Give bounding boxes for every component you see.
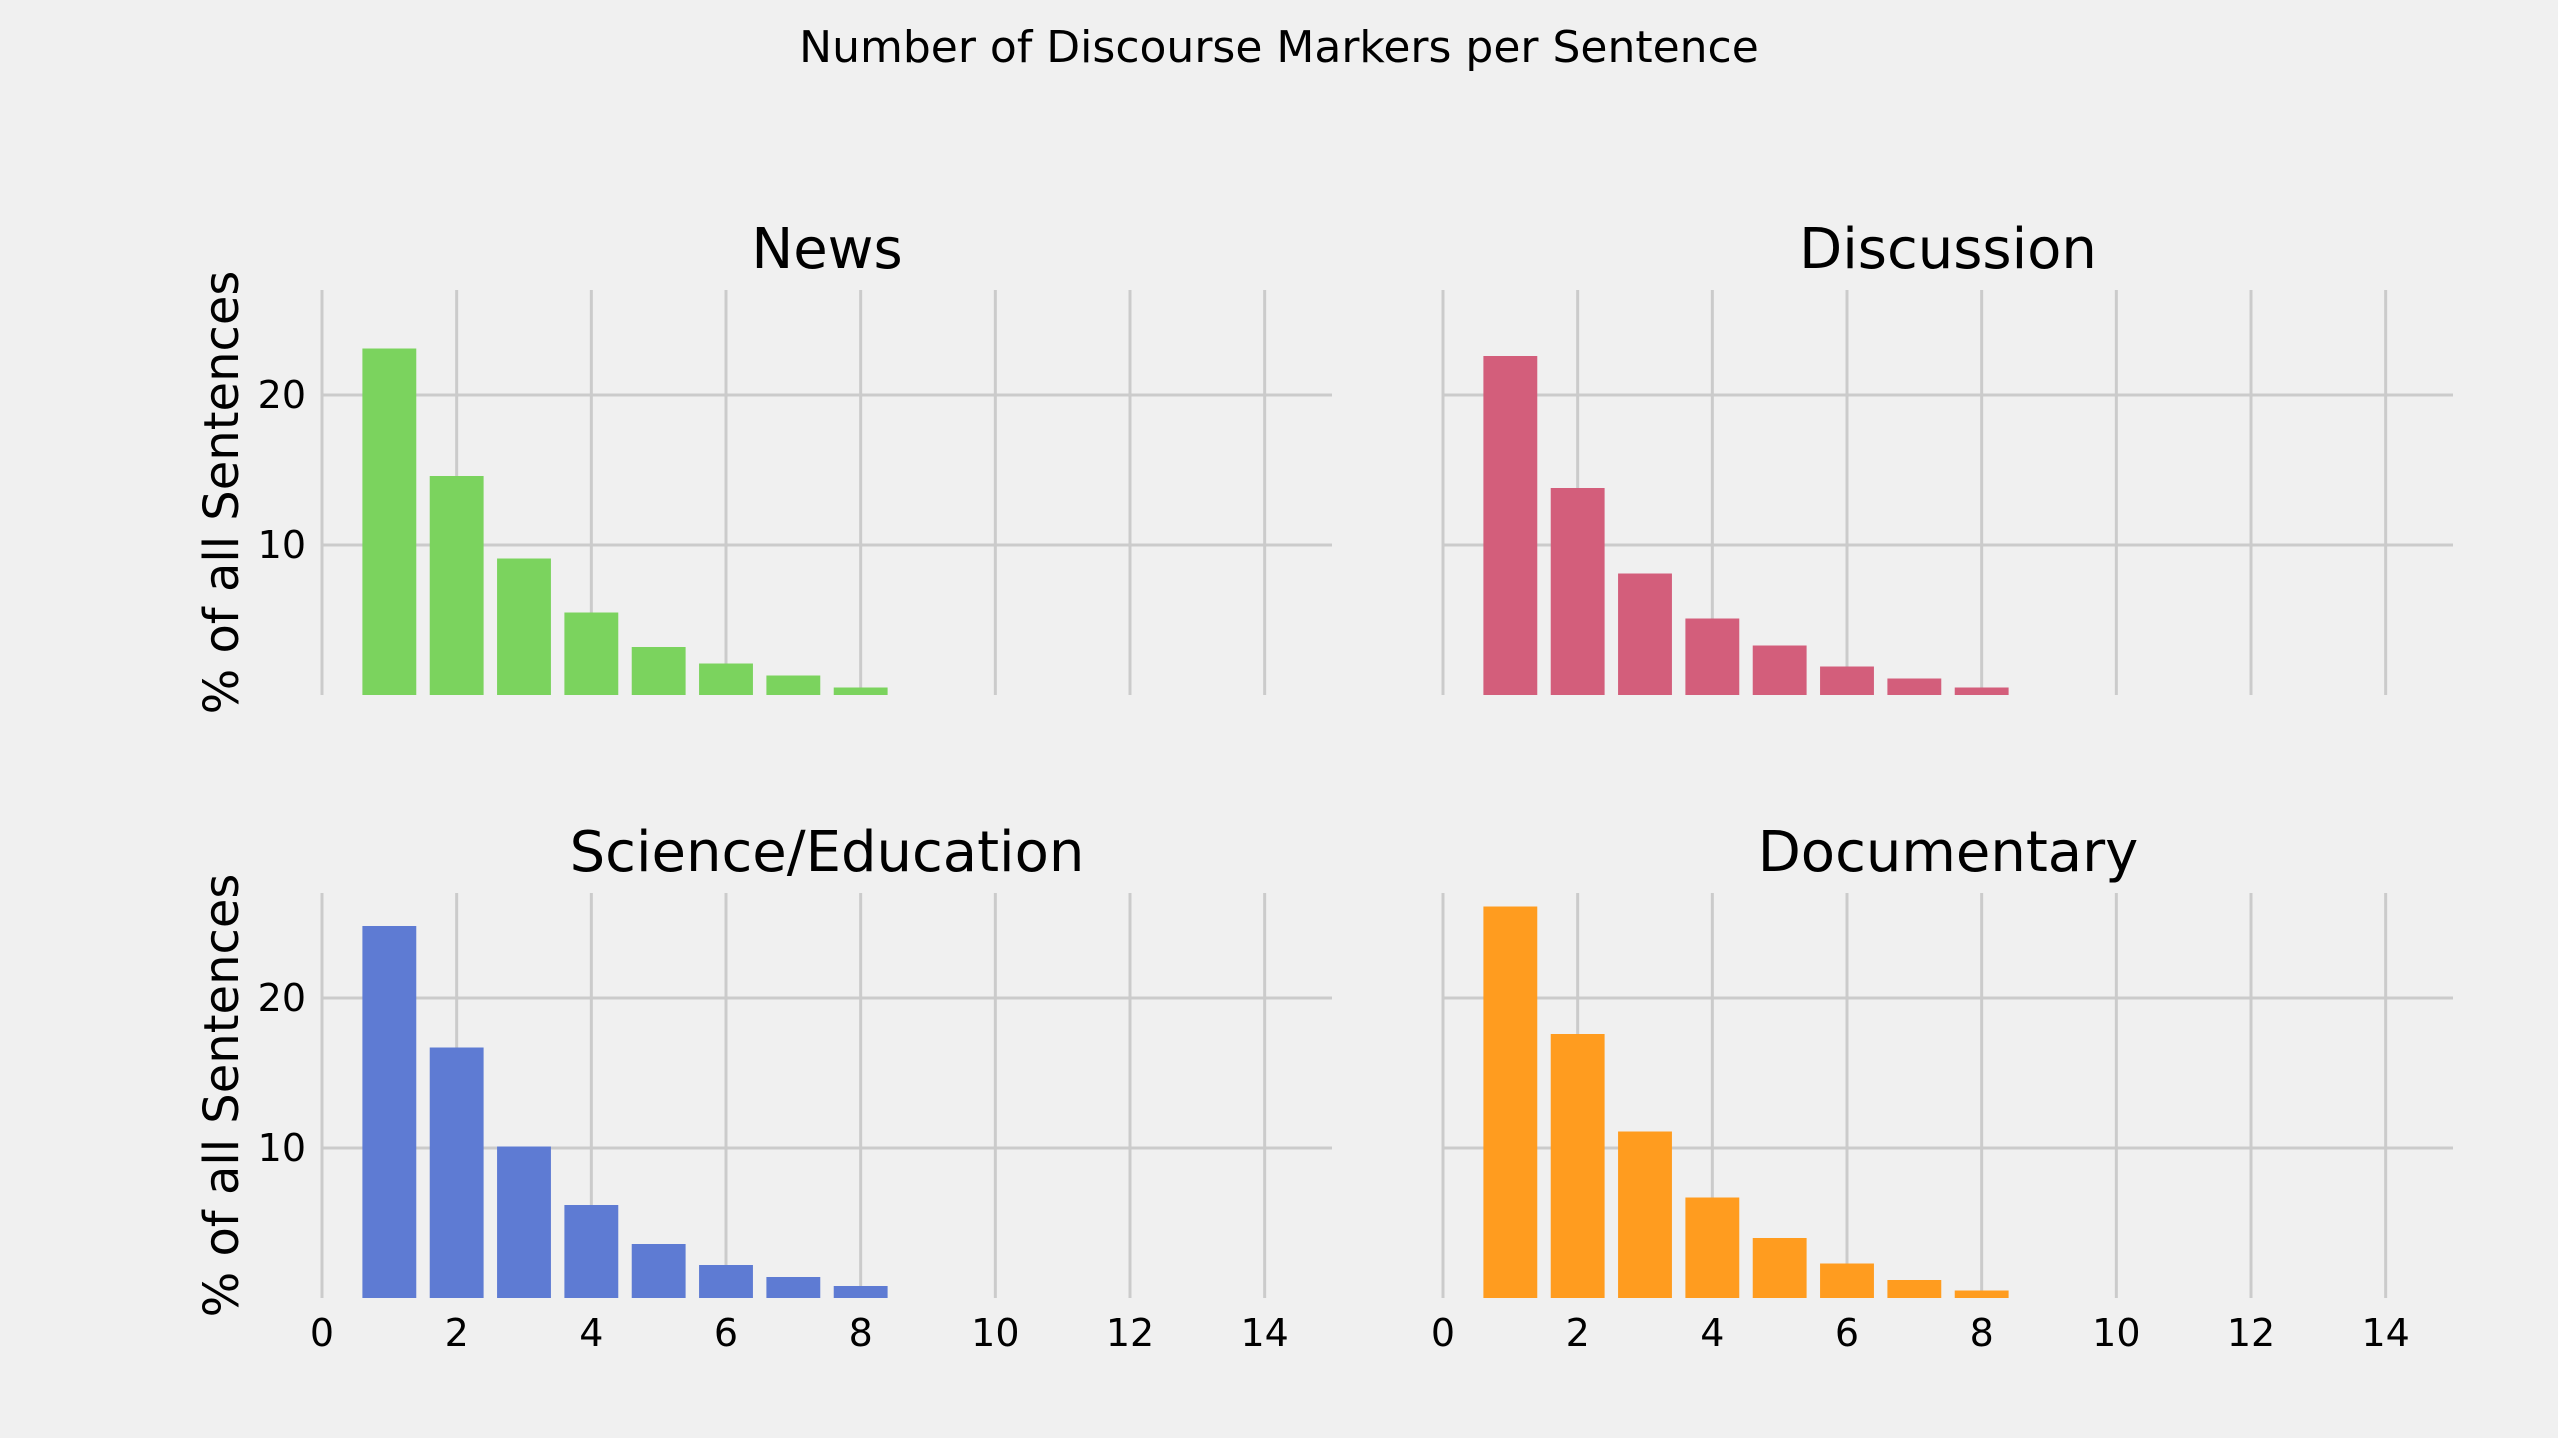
bar <box>699 1265 753 1298</box>
bar <box>362 348 417 695</box>
y-tick-label: 10 <box>258 1126 306 1170</box>
panel-news: News 10 20% of all Sentences <box>194 217 1332 714</box>
bar <box>1954 687 2009 695</box>
bar <box>1887 678 1942 695</box>
y-tick-label: 20 <box>258 373 306 417</box>
x-tick-label: 14 <box>1240 1311 1288 1355</box>
bar <box>429 1047 484 1298</box>
bar <box>1618 1131 1672 1298</box>
bar <box>1483 356 1538 695</box>
panel-title: Discussion <box>1799 217 2097 282</box>
bar <box>833 687 888 695</box>
x-tick-label: 2 <box>1566 1311 1590 1355</box>
bar <box>631 1244 686 1298</box>
bar <box>1550 1034 1605 1298</box>
bar <box>1752 645 1807 695</box>
x-tick-label: 6 <box>1835 1311 1859 1355</box>
x-tick-label: 10 <box>2092 1311 2140 1355</box>
x-tick-label: 14 <box>2361 1311 2409 1355</box>
bar <box>833 1286 888 1298</box>
bar <box>429 476 484 695</box>
bar <box>699 663 753 695</box>
y-axis-label: % of all Sentences <box>194 874 250 1318</box>
y-tick-label: 20 <box>258 976 306 1020</box>
x-tick-label: 12 <box>2227 1311 2275 1355</box>
figure-title: Number of Discourse Markers per Sentence <box>799 22 1759 73</box>
x-tick-label: 6 <box>714 1311 738 1355</box>
panel-documentary: Documentary 0 2 4 6 8 10 12 14 <box>1431 820 2453 1355</box>
bar <box>766 675 821 695</box>
bar <box>631 647 686 695</box>
x-tick-label: 0 <box>1431 1311 1455 1355</box>
bar <box>497 558 551 695</box>
y-axis-label: % of all Sentences <box>194 271 250 715</box>
bar <box>766 1277 821 1298</box>
panel-science-education: Science/Education 10 20% of all Sentences 0… <box>194 820 1332 1355</box>
bar <box>564 1205 619 1298</box>
panel-title: News <box>751 217 902 282</box>
x-tick-label: 8 <box>849 1311 873 1355</box>
x-tick-label: 8 <box>1970 1311 1994 1355</box>
x-tick-label: 0 <box>310 1311 334 1355</box>
bar <box>1618 573 1672 695</box>
bar <box>497 1146 551 1298</box>
x-tick-label: 4 <box>1700 1311 1724 1355</box>
panel-discussion: Discussion <box>1441 217 2453 695</box>
x-tick-label: 10 <box>971 1311 1019 1355</box>
x-tick-label: 2 <box>445 1311 469 1355</box>
bar <box>1685 1197 1740 1298</box>
x-tick-label: 4 <box>579 1311 603 1355</box>
panel-title: Science/Education <box>570 820 1085 885</box>
bar <box>1483 906 1538 1298</box>
bar <box>564 612 619 695</box>
y-tick-label: 10 <box>258 523 306 567</box>
bar <box>1820 666 1874 695</box>
bar <box>1820 1263 1874 1298</box>
x-tick-label: 12 <box>1106 1311 1154 1355</box>
bar <box>362 926 417 1298</box>
bar <box>1752 1238 1807 1298</box>
bar <box>1685 618 1740 695</box>
bar <box>1887 1280 1942 1298</box>
panel-title: Documentary <box>1758 820 2139 885</box>
bar <box>1954 1290 2009 1298</box>
bar <box>1550 488 1605 695</box>
